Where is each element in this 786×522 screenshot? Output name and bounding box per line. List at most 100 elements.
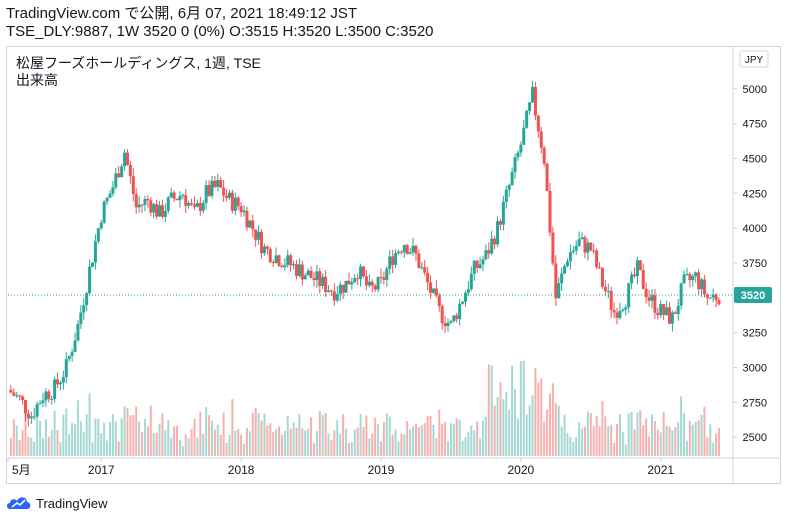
x-tick-label: 5月: [12, 463, 31, 477]
candle-body: [367, 281, 371, 286]
tradingview-logo[interactable]: TradingView: [6, 493, 108, 513]
candle-body: [79, 312, 83, 324]
volume-bar: [24, 404, 27, 456]
volume-bar: [583, 426, 586, 456]
candle-body: [294, 264, 298, 276]
volume-bar: [481, 420, 484, 456]
candle-body: [583, 237, 587, 253]
candle-body: [356, 278, 360, 280]
volume-bar: [178, 440, 181, 456]
volume-bar: [79, 421, 82, 456]
y-tick-label: 2750: [743, 397, 767, 409]
candle-body: [41, 400, 45, 404]
candle-body: [134, 194, 138, 208]
candle-body: [504, 189, 508, 202]
candle-body: [233, 197, 237, 211]
volume-bar: [123, 406, 126, 456]
volume-bar: [639, 410, 642, 456]
volume-bar: [33, 441, 36, 456]
chart-frame[interactable]: [6, 46, 781, 484]
x-tick-label: 2017: [88, 463, 115, 477]
volume-bar: [307, 428, 310, 456]
candle-body: [146, 199, 150, 201]
candle-body: [463, 292, 467, 302]
candle-body: [125, 152, 129, 165]
volume-bar: [225, 443, 228, 456]
volume-bar: [158, 423, 161, 456]
candle-body: [280, 265, 284, 268]
volume-bar: [502, 399, 505, 456]
candle-body: [487, 250, 491, 254]
candle-body: [140, 204, 144, 206]
volume-bar: [680, 396, 683, 456]
volume-bar: [324, 413, 327, 456]
candle-body: [128, 164, 132, 177]
volume-bar: [531, 395, 534, 456]
candle-body: [38, 403, 42, 405]
candle-body: [574, 245, 578, 251]
volume-bar: [196, 437, 199, 456]
candle-body: [612, 309, 616, 313]
candle-body: [667, 307, 671, 324]
volume-bar: [333, 430, 336, 456]
candle-body: [327, 290, 331, 293]
volume-bar: [522, 361, 525, 456]
volume-bar: [286, 415, 289, 456]
volume-bar: [167, 419, 170, 456]
volume-bar: [184, 434, 187, 456]
candle-body: [691, 276, 695, 281]
candle-body: [111, 187, 115, 194]
volume-bar: [176, 425, 179, 456]
candle-body: [114, 173, 118, 188]
candle-body: [347, 280, 351, 285]
volume-bar: [292, 422, 295, 456]
candle-body: [175, 198, 179, 201]
candle-body: [306, 270, 310, 276]
candle-body: [542, 147, 546, 164]
volume-bar: [164, 429, 167, 456]
candle-body: [204, 185, 208, 203]
volume-bar: [551, 383, 554, 456]
candle-body: [44, 391, 48, 401]
candle-body: [29, 416, 33, 419]
volume-bar: [715, 433, 718, 456]
candle-body: [166, 197, 170, 212]
volume-bar: [578, 422, 581, 456]
volume-bar: [240, 434, 243, 456]
candle-body: [172, 192, 176, 199]
volume-bar: [581, 428, 584, 456]
volume-bar: [709, 424, 712, 456]
candle-body: [300, 264, 304, 280]
volume-bar: [260, 420, 263, 456]
volume-bar: [374, 417, 377, 456]
candle-body: [702, 279, 706, 295]
volume-bar: [27, 436, 30, 456]
candle-body: [257, 231, 261, 240]
candle-body: [219, 179, 223, 188]
candle-body: [525, 110, 529, 128]
volume-bar: [41, 438, 44, 456]
volume-bar: [199, 411, 202, 456]
volume-bar: [76, 400, 79, 456]
volume-bar: [173, 426, 176, 456]
candle-body: [12, 392, 16, 396]
volume-bar: [458, 419, 461, 456]
candle-body: [475, 260, 479, 269]
volume-bar: [470, 425, 473, 456]
volume-bar: [111, 414, 114, 456]
y-tick-label: 2500: [743, 432, 767, 444]
candle-body: [99, 222, 103, 229]
volume-bar: [447, 441, 450, 456]
volume-bar: [202, 433, 205, 456]
candle-body: [466, 289, 470, 293]
candle-body: [446, 322, 450, 327]
volume-bar: [511, 365, 514, 456]
volume-bar: [406, 421, 409, 456]
candle-body: [18, 395, 22, 397]
candle-body: [565, 261, 569, 267]
candle-body: [91, 262, 95, 267]
candle-body: [120, 166, 124, 178]
candle-body: [624, 307, 628, 310]
volume-bar: [455, 418, 458, 456]
